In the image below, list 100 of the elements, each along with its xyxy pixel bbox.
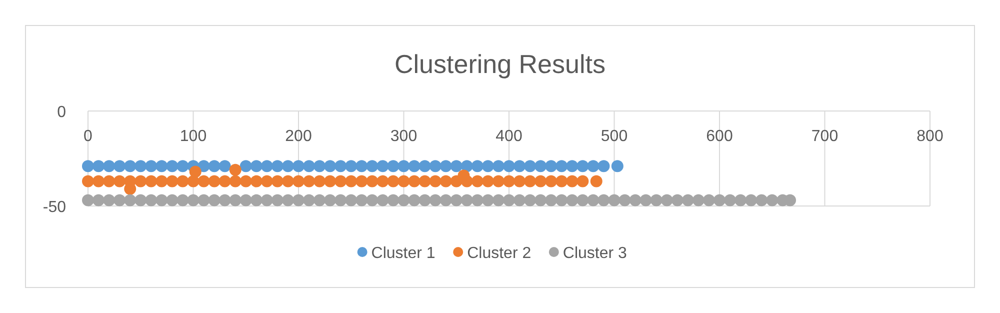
x-tick-label: 800: [916, 128, 944, 145]
point: [598, 160, 610, 172]
point: [166, 175, 178, 188]
point: [198, 175, 210, 188]
point: [440, 175, 452, 188]
point: [345, 175, 358, 188]
point: [334, 160, 347, 172]
point: [260, 175, 273, 188]
y-tick-label: -50: [42, 199, 66, 216]
point: [471, 160, 484, 172]
point: [503, 160, 515, 172]
point: [324, 160, 336, 172]
point: [145, 175, 158, 188]
point: [566, 175, 578, 188]
point: [189, 166, 202, 178]
point: [82, 160, 94, 172]
point: [545, 175, 558, 188]
point: [576, 175, 589, 188]
x-tick-label: 700: [811, 128, 838, 145]
point: [534, 175, 547, 188]
point: [492, 175, 504, 188]
point: [156, 160, 168, 172]
point: [271, 160, 284, 172]
x-tick-label: 100: [180, 128, 207, 145]
chart-title: Clustering Results: [394, 49, 606, 79]
point: [134, 160, 147, 172]
point: [566, 160, 578, 172]
point: [524, 175, 536, 188]
point: [82, 175, 94, 188]
point: [145, 160, 158, 172]
point: [124, 160, 136, 172]
point: [324, 175, 336, 188]
point: [366, 160, 378, 172]
point: [240, 175, 252, 188]
point: [176, 175, 189, 188]
point: [524, 160, 536, 172]
point: [114, 175, 126, 188]
point: [92, 175, 105, 188]
point: [303, 175, 316, 188]
point: [534, 160, 547, 172]
point: [166, 160, 178, 172]
x-tick-label: 200: [285, 128, 312, 145]
point: [218, 160, 231, 172]
x-tick-label: 300: [390, 128, 418, 145]
point: [356, 175, 368, 188]
legend-label: Cluster 2: [467, 245, 532, 262]
point: [292, 175, 304, 188]
point: [208, 175, 220, 188]
point: [250, 160, 262, 172]
point: [556, 175, 568, 188]
point: [611, 160, 624, 172]
point: [314, 160, 326, 172]
legend-label: Cluster 1: [371, 245, 436, 262]
point: [292, 160, 304, 172]
point: [440, 160, 452, 172]
x-tick-label: 400: [496, 128, 522, 145]
point: [250, 175, 262, 188]
point: [229, 164, 242, 176]
point: [282, 160, 294, 172]
point: [229, 175, 242, 188]
point: [482, 160, 494, 172]
x-tick-label: 500: [600, 128, 628, 145]
point: [418, 175, 431, 188]
point: [366, 175, 378, 188]
point: [429, 175, 442, 188]
point: [282, 175, 294, 188]
point: [103, 160, 116, 172]
point: [387, 160, 400, 172]
point: [271, 175, 284, 188]
point: [314, 175, 326, 188]
point: [514, 160, 526, 172]
point: [450, 160, 462, 172]
point: [398, 160, 410, 172]
point: [114, 160, 126, 172]
point: [218, 175, 231, 188]
x-tick-label: 0: [84, 128, 93, 145]
point: [482, 175, 494, 188]
point: [208, 160, 220, 172]
point: [345, 160, 358, 172]
point: [398, 175, 410, 188]
point: [103, 175, 116, 188]
point: [556, 160, 568, 172]
x-tick-label: 600: [706, 128, 733, 145]
point: [356, 160, 368, 172]
point: [590, 175, 602, 188]
point: [303, 160, 316, 172]
point: [376, 160, 389, 172]
point: [471, 175, 484, 188]
point: [503, 175, 515, 188]
point: [429, 160, 442, 172]
point: [156, 175, 168, 188]
point: [545, 160, 558, 172]
legend-label: Cluster 3: [562, 245, 628, 262]
point: [92, 160, 105, 172]
point: [514, 175, 526, 188]
point: [408, 160, 420, 172]
point: [334, 175, 347, 188]
point: [260, 160, 273, 172]
point: [376, 175, 389, 188]
point: [587, 160, 600, 172]
